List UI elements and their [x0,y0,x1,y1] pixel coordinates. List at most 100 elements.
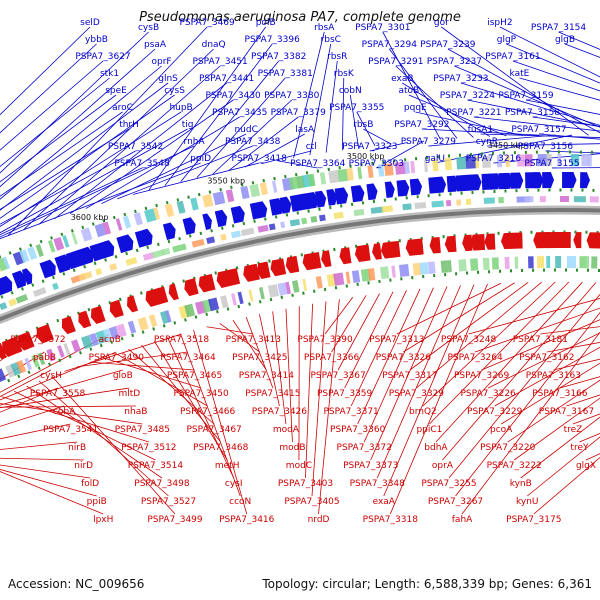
feature-stripe-inner [89,332,100,347]
lower-gene-label: PSPA7_3541 [43,425,98,435]
forward-gene-arrow [0,275,13,295]
upper-gene-label: PSPA7_3303 [349,159,404,169]
feature-stripe-inner [248,289,254,302]
upper-connector-line [293,31,325,158]
upper-connector-line [38,65,221,225]
lower-gene-label: nirD [74,461,93,471]
lower-gene-label: PSPA7_3512 [121,443,176,453]
lower-connector-line [0,464,91,479]
feature-stripe-inner [258,287,265,300]
upper-connector-line [0,26,91,116]
lower-gene-label: PSPA7_3222 [487,461,542,471]
lower-connector-line [259,314,280,407]
reverse-gene-arrow [339,247,352,265]
reverse-gene-arrow [387,240,401,258]
lower-connector-line [193,330,248,515]
lower-connector-line [527,436,600,497]
lower-connector-line [514,397,600,461]
feature-stripe-outer [2,256,11,270]
upper-connector-line [408,94,507,137]
lower-gene-label: PSPA7_3313 [369,335,424,345]
lower-gene-label: cobA [53,407,76,417]
feature-stripe-outer [133,212,143,226]
upper-gene-label: PSPA7_3291 [368,57,423,67]
lower-gene-label: PSPA7_3466 [180,407,236,417]
lower-gene-label: PSPA7_3468 [193,443,249,453]
forward-gene-arrow [409,178,423,196]
feature-stripe-outer [249,183,261,198]
feature-stripe-inner [46,348,56,362]
feature-stripe-outer [367,165,374,178]
feature-stripe-mid [573,196,587,203]
lower-gene-label: mltD [118,389,140,399]
lower-gene-label: exaA [373,497,396,507]
lower-gene-label: PSPA7_3220 [480,443,536,453]
upper-connector-line [382,31,441,140]
lower-connector-line [500,362,600,425]
feature-stripe-inner [70,339,81,353]
upper-gene-label: PSPA7_3435 [212,108,267,118]
lower-connector-line [396,282,502,335]
upper-gene-label: PSPA7_3381 [258,69,313,79]
feature-stripe-inner [367,268,376,281]
lower-gene-label: PSPA7_3558 [30,389,86,399]
feature-stripe-mid [95,267,103,276]
forward-gene-arrow [366,183,378,201]
forward-gene-arrow [162,222,176,240]
upper-gene-label: hupB [169,103,192,113]
upper-connector-line [0,145,195,238]
upper-connector-line [69,99,234,214]
feature-stripe-inner [80,334,93,350]
lower-gene-label: brnQ2 [409,407,437,417]
upper-connector-line [180,60,280,182]
feature-stripe-inner [63,342,71,356]
lower-gene-label: modB [279,443,305,453]
lower-gene-label: PSPA7_3248 [441,335,497,345]
upper-connector-line [0,94,117,183]
lower-connector-line [0,369,123,406]
feature-stripe-mid [220,233,227,241]
lower-gene-label: gloB [113,371,133,381]
upper-gene-label: exaB [391,74,413,84]
upper-gene-label: stk1 [100,69,119,79]
feature-stripe-mid [142,252,155,261]
upper-connector-line [325,60,338,153]
feature-stripe-outer [319,172,327,185]
reverse-gene-arrow [312,251,322,269]
feature-stripe-inner [137,316,149,331]
lower-gene-label: oprA [432,461,454,471]
lower-connector-line [429,281,570,425]
upper-gene-label: glnS [158,74,178,84]
reverse-gene-arrow [514,232,523,249]
feature-stripe-outer [19,249,30,263]
forward-gene-arrow [230,205,245,224]
upper-gene-label: glgB [555,35,575,45]
feature-stripe-inner [267,284,280,298]
upper-connector-line [454,65,600,128]
upper-gene-label: cobN [339,86,362,96]
feature-stripe-outer [546,154,552,167]
feature-stripe-inner [115,323,127,338]
upper-connector-line [101,133,247,205]
forward-gene-arrow [116,234,134,254]
forward-gene-arrow [39,259,56,279]
reverse-gene-arrow [224,268,241,287]
lower-connector-line [540,326,600,335]
lower-connector-line [520,416,600,479]
upper-connector-line [212,99,292,175]
lower-gene-label: PSPA7_3267 [428,497,483,507]
lower-connector-line [64,333,182,372]
feature-stripe-outer [346,168,354,181]
feature-stripe-inner [277,282,288,296]
accession-text: Accession: NC_009656 [8,577,145,591]
feature-stripe-mid [52,282,59,290]
lower-connector-line [422,281,556,407]
feature-stripe-inner [127,320,137,334]
feature-stripe-mid [125,257,138,266]
lower-gene-label: PSPA7_3226 [461,389,517,399]
upper-connector-line [467,99,600,128]
feature-stripe-inner [412,262,422,276]
upper-gene-label: rbsC [321,35,341,45]
lower-gene-label: modA [273,425,300,435]
reverse-gene-arrow [168,283,179,301]
